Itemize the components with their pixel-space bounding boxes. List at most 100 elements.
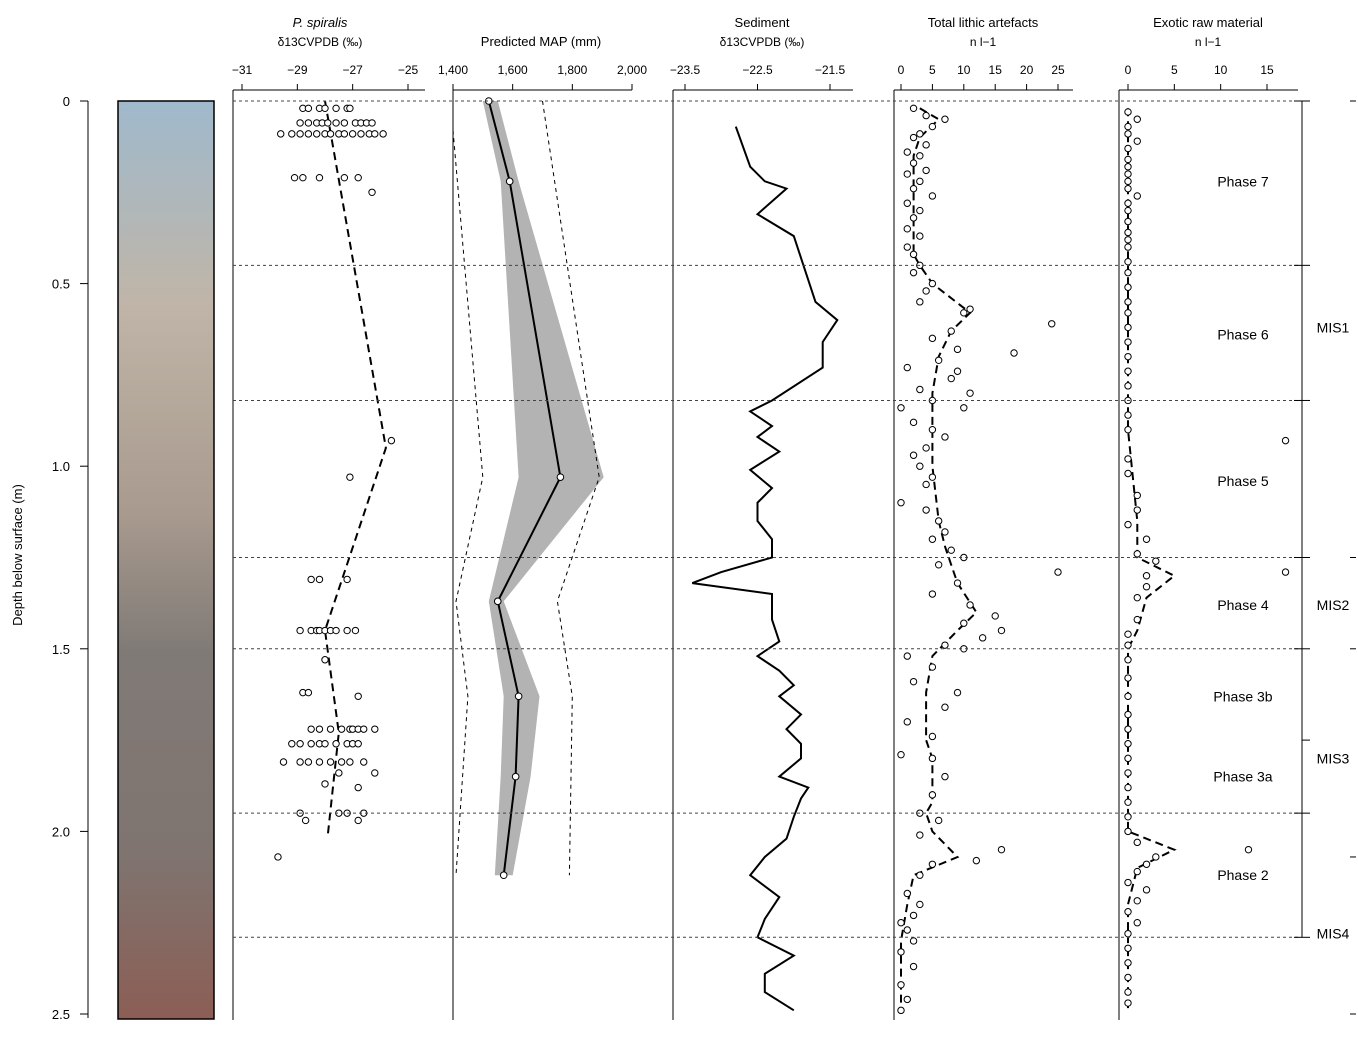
exotic-point [1124, 878, 1132, 887]
lithic-point [953, 367, 962, 375]
lithic-point [903, 926, 911, 934]
mis-label: MIS1 [1317, 319, 1350, 335]
exotic-point [1124, 641, 1132, 649]
panel-sediment: Sediment δ13CVPDB (‰) −23.5 −22.5 −21.5 [670, 15, 853, 1020]
lithic-point [934, 356, 943, 364]
spiralis-point [332, 740, 340, 748]
lithic-point [903, 652, 911, 660]
lithic-point [909, 677, 918, 686]
depth-axis-label: Depth below surface (m) [10, 484, 25, 626]
exotic-point [1124, 973, 1132, 982]
exotic-point [1124, 367, 1132, 375]
lithic-point [897, 499, 905, 507]
x-tick-label: 10 [1214, 63, 1228, 77]
mis-axis: MIS1 MIS2 MIS3 MIS4 [1294, 100, 1356, 1015]
lithic-point [903, 225, 911, 233]
spiralis-point [296, 740, 304, 748]
exotic-point [1124, 283, 1132, 291]
lithic-point [922, 111, 930, 120]
lithic-point [966, 601, 974, 609]
lithic-point [909, 104, 918, 113]
lithic-point [903, 170, 911, 178]
exotic-point [1124, 122, 1132, 131]
exotic-point [1142, 535, 1151, 543]
x-tick-label: 15 [989, 63, 1003, 77]
lithic-point [947, 327, 955, 335]
lithic-point [903, 889, 911, 898]
map-confidence-band [482, 101, 604, 876]
spiralis-point [321, 740, 329, 748]
x-tick-label: 10 [957, 63, 971, 77]
lithic-point [997, 845, 1006, 854]
lithic-point [909, 418, 918, 427]
x-tick-label: 2,000 [617, 63, 647, 77]
exotic-point [1142, 886, 1151, 894]
sediment-title-line1: Sediment [735, 15, 790, 30]
lithic-point [903, 243, 911, 251]
spiralis-point [288, 740, 296, 748]
lithic-point [928, 590, 937, 598]
exotic-point [1124, 754, 1132, 763]
spiralis-point [296, 119, 304, 127]
lithic-point [1048, 320, 1056, 328]
mis-label: MIS4 [1317, 926, 1350, 942]
spiralis-point [304, 104, 313, 113]
spiralis-point [346, 473, 354, 481]
exotic-point [1133, 115, 1141, 123]
x-tick-label: 0 [1125, 63, 1132, 77]
lithic-point [903, 148, 911, 156]
exotic-point [1124, 155, 1132, 164]
spiralis-point [279, 758, 288, 766]
exotic-point [1124, 630, 1132, 638]
exotic-point [1124, 184, 1132, 193]
lithic-point [941, 703, 949, 711]
exotic-point [1124, 469, 1132, 478]
spiralis-point [277, 130, 285, 138]
spiralis-point [368, 188, 376, 197]
exotic-point [1124, 298, 1132, 306]
exotic-point [1124, 382, 1132, 390]
core-photo [117, 100, 215, 1020]
spiralis-point [354, 692, 362, 700]
lithic-point [953, 345, 962, 354]
exotic-point [1124, 163, 1132, 171]
exotic-point [1133, 137, 1141, 145]
exotic-point [1124, 827, 1132, 836]
lithic-point [960, 404, 968, 412]
lithic-point [928, 473, 937, 481]
exotic-point [1124, 944, 1132, 952]
spiralis-point [354, 740, 362, 748]
exotic-point [1124, 309, 1132, 317]
spiralis-point [357, 130, 365, 138]
exotic-point [1133, 192, 1141, 200]
spiralis-point [315, 173, 324, 182]
depth-tick-label: 1.0 [52, 459, 70, 474]
exotic-point [1152, 557, 1160, 565]
exotic-point [1124, 411, 1132, 419]
x-tick-label: 1,800 [557, 63, 587, 77]
exotic-point [1124, 243, 1132, 251]
lithic-point [909, 937, 918, 945]
exotic-point [1281, 568, 1290, 576]
exotic-point [1124, 199, 1132, 207]
exotic-point [1124, 692, 1132, 700]
lithic-point [916, 385, 924, 394]
spiralis-point [340, 173, 349, 182]
lithic-point [947, 374, 955, 383]
spiralis-point [335, 769, 343, 777]
lithic-point [928, 754, 937, 763]
lithic-point [922, 444, 930, 452]
exotic-point [1124, 108, 1132, 116]
exotic-point [1124, 999, 1132, 1007]
spiralis-point [371, 725, 379, 733]
exotic-point [1124, 710, 1132, 719]
spiralis-point [321, 780, 329, 788]
phase-label: Phase 5 [1217, 473, 1269, 489]
lithic-point [897, 1006, 905, 1015]
exotic-point [1124, 725, 1132, 733]
lithic-point [922, 141, 930, 149]
exotic-point [1124, 236, 1132, 244]
spiralis-title-line2: δ13CVPDB (‰) [278, 35, 363, 49]
lithic-point [928, 663, 937, 671]
spiralis-point [360, 725, 368, 733]
